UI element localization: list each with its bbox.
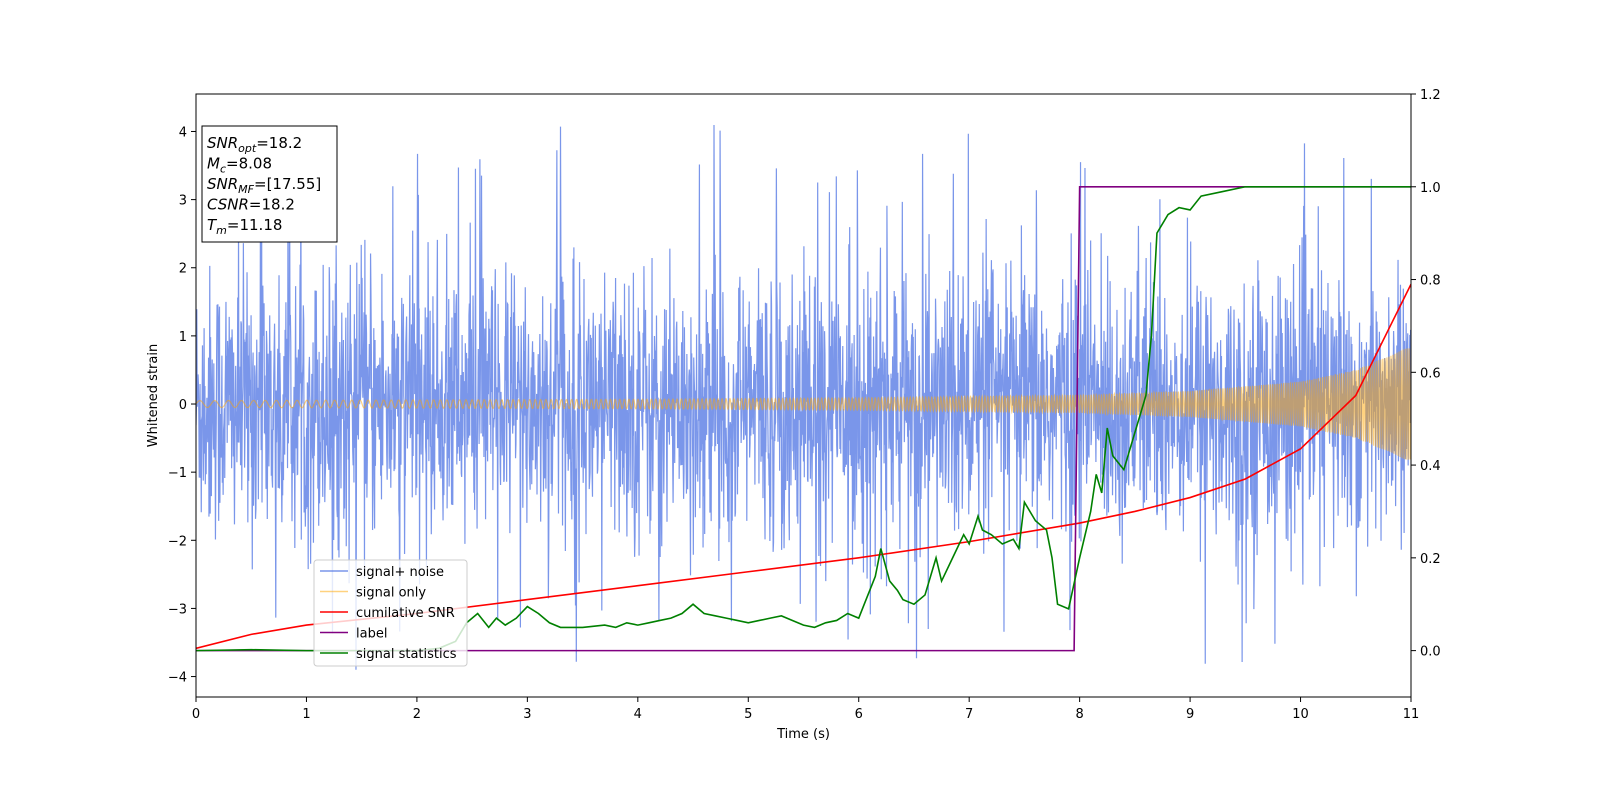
info-rest: =8.08 [226, 155, 272, 173]
y-left-tick-label: 4 [179, 125, 187, 140]
y-left-tick-label: 0 [179, 398, 187, 413]
info-sub: MF [238, 183, 254, 196]
y-right-tick-label: 0.6 [1420, 366, 1441, 381]
y-right-tick-label: 1.0 [1420, 181, 1441, 196]
y-left-tick-label: 1 [179, 330, 187, 345]
y-left-tick-label: 3 [179, 194, 187, 209]
info-line: SNRMF=[17.55] [207, 175, 321, 196]
info-box: SNRopt=18.2Mc=8.08SNRMF=[17.55]CSNR=18.2… [201, 125, 338, 243]
axes: 0 1 2 3 4 5 6 7 8 9 10 11 −4 −3 −2 −1 0 1 2 3 4 0.0 0.2 0.4 0.6 0… [146, 88, 1441, 742]
x-tick-label: 5 [744, 707, 752, 722]
x-tick-label: 8 [1075, 707, 1083, 722]
info-line: Mc=8.08 [207, 155, 272, 176]
y-left-tick-label: −3 [168, 602, 187, 617]
series-signal-only-line [196, 348, 1411, 460]
info-sub: m [216, 224, 227, 237]
info-box-frame [201, 125, 338, 243]
y-left-tick-label: 2 [179, 262, 187, 277]
y-right-tick-label: 0.2 [1420, 552, 1441, 567]
legend-entry: signal+ noise [356, 565, 444, 580]
legend-entry: signal statistics [356, 647, 457, 662]
info-rest: =[17.55] [254, 175, 321, 193]
info-rest: =18.2 [249, 196, 295, 214]
y-left-tick-label: −2 [168, 534, 187, 549]
x-tick-label: 1 [302, 707, 310, 722]
info-rest: =18.2 [256, 134, 302, 152]
info-var: T [207, 216, 218, 234]
x-tick-label: 3 [523, 707, 531, 722]
info-rest: =11.18 [227, 216, 283, 234]
y-left-tick-label: −4 [168, 671, 187, 686]
x-tick-label: 9 [1186, 707, 1194, 722]
info-var: SNR [207, 175, 238, 193]
info-sub: opt [238, 142, 257, 155]
y-axis-title: Whitened strain [146, 344, 161, 447]
info-line: Tm=11.18 [207, 216, 282, 237]
x-tick-label: 2 [413, 707, 421, 722]
legend-entry: signal only [356, 586, 426, 601]
y-right-tick-label: 0.0 [1420, 645, 1441, 660]
info-var: SNR [207, 134, 238, 152]
legend: signal+ noise signal only cumilative SNR la… [313, 559, 468, 667]
x-tick-label: 4 [634, 707, 642, 722]
axes-frame [195, 93, 1412, 698]
x-axis-title: Time (s) [776, 727, 830, 742]
info-var: M [207, 155, 220, 173]
y-left-tick-label: −1 [168, 466, 187, 481]
legend-entry: label [356, 627, 387, 642]
series-signal-statistics-line [196, 185, 1411, 652]
x-tick-label: 11 [1403, 707, 1420, 722]
x-tick-label: 10 [1292, 707, 1309, 722]
legend-frame [313, 559, 468, 667]
x-tick-label: 7 [965, 707, 973, 722]
info-line: SNRopt=18.2 [207, 134, 302, 155]
info-sub: c [220, 163, 226, 176]
x-tick-label: 0 [192, 707, 200, 722]
info-var: CSNR [207, 196, 249, 214]
y-right-tick-label: 0.4 [1420, 459, 1441, 474]
y-right-tick-label: 1.2 [1420, 88, 1441, 103]
x-tick-label: 6 [855, 707, 863, 722]
legend-entry: cumilative SNR [356, 606, 455, 621]
y-right-tick-label: 0.8 [1420, 274, 1441, 289]
info-line: CSNR=18.2 [207, 196, 295, 214]
